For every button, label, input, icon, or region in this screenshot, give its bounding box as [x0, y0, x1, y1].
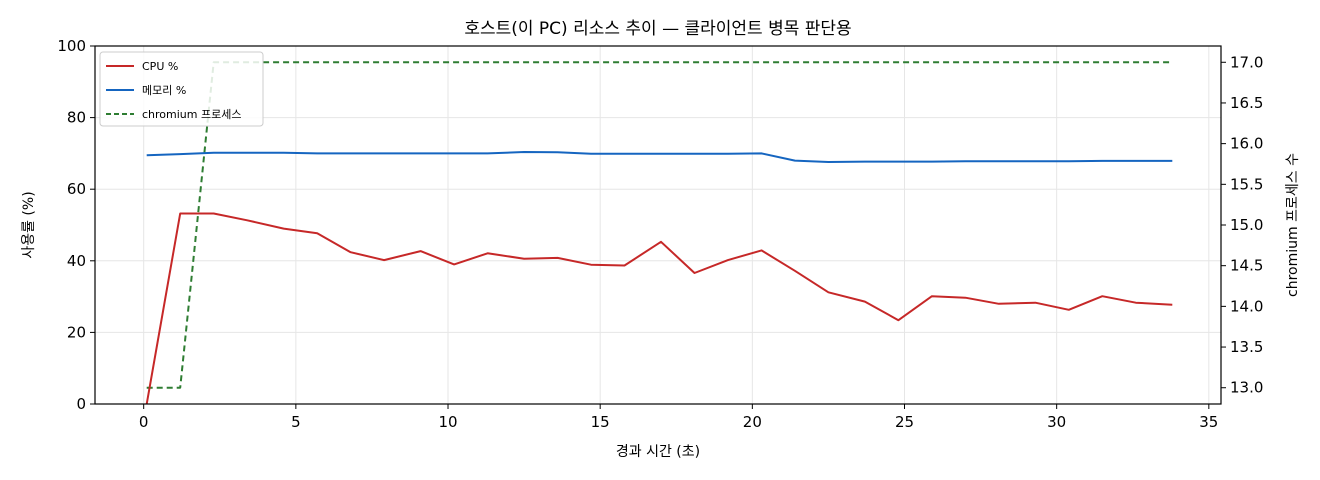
y2-tick-label: 15.0 — [1230, 216, 1263, 234]
y-tick-label: 60 — [67, 180, 86, 198]
x-tick-label: 5 — [291, 413, 301, 431]
y-axis-right: 13.0 13.5 14.0 14.5 15.0 15.5 16.0 16.5 17.0 — [1221, 53, 1263, 397]
legend-label-0: CPU % — [142, 60, 178, 73]
chart-title: 호스트(이 PC) 리소스 추이 — 클라이언트 병목 판단용 — [464, 19, 851, 39]
y-tick-label: 20 — [67, 323, 86, 341]
y2-tick-label: 15.5 — [1230, 175, 1263, 193]
x-tick-label: 35 — [1199, 413, 1218, 431]
y-tick-label: 100 — [57, 37, 86, 55]
y-tick-label: 0 — [76, 395, 86, 413]
x-tick-label: 15 — [591, 413, 610, 431]
legend: CPU % 메모리 % chromium 프로세스 — [99, 51, 264, 127]
y-tick-label: 40 — [67, 252, 86, 270]
x-tick-label: 30 — [1047, 413, 1066, 431]
y2-tick-label: 17.0 — [1230, 53, 1263, 71]
x-tick-label: 25 — [895, 413, 914, 431]
series-line-1 — [146, 151, 1173, 163]
y2-tick-label: 16.0 — [1230, 135, 1263, 153]
y2-tick-label: 16.5 — [1230, 94, 1263, 112]
x-tick-label: 20 — [743, 413, 762, 431]
y2-tick-label: 14.5 — [1230, 257, 1263, 275]
series-line-0 — [145, 212, 1173, 405]
legend-label-2: chromium 프로세스 — [142, 108, 241, 121]
x-tick-label: 10 — [438, 413, 457, 431]
x-axis-title: 경과 시간 (초) — [616, 444, 700, 460]
y2-tick-label: 13.0 — [1230, 379, 1263, 397]
series-line-2 — [146, 61, 1173, 389]
legend-label-1: 메모리 % — [142, 84, 186, 97]
y-axis-title: 사용률 (%) — [21, 191, 37, 258]
series-layer — [145, 61, 1173, 405]
legend-box — [99, 51, 264, 127]
y2-tick-label: 14.0 — [1230, 297, 1263, 315]
y2-tick-label: 13.5 — [1230, 338, 1263, 356]
y-axis-left: 0 20 40 60 80 100 — [57, 37, 95, 413]
y2-axis-title: chromium 프로세스 수 — [1285, 153, 1301, 297]
x-axis: 0 5 10 15 20 25 30 35 — [139, 404, 1218, 431]
x-tick-label: 0 — [139, 413, 149, 431]
y-tick-label: 80 — [67, 109, 86, 127]
